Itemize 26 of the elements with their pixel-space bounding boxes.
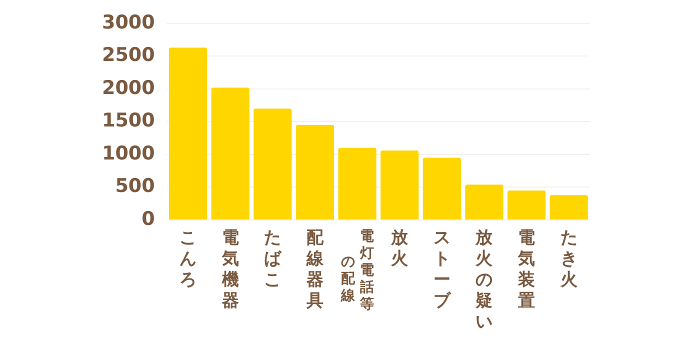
bar <box>254 108 292 220</box>
y-tick-label: 1500 <box>102 110 155 132</box>
bar <box>550 195 588 220</box>
bar <box>211 88 250 220</box>
bar <box>380 150 419 220</box>
x-tick-label: たき火 <box>560 228 578 290</box>
bar <box>422 158 461 220</box>
y-tick-label: 3000 <box>102 11 155 34</box>
x-tick-label: 電気機器 <box>220 228 239 311</box>
bar <box>507 190 546 220</box>
y-tick-label: 0 <box>142 208 155 230</box>
bar <box>296 124 334 220</box>
y-tick-label: 2000 <box>102 76 155 99</box>
bar <box>338 148 376 220</box>
x-tick-label: 放火 <box>390 228 410 269</box>
bar <box>168 48 208 220</box>
x-tick-label: 電気装置 <box>517 228 536 311</box>
y-tick-label: 2500 <box>102 44 155 66</box>
x-tick-label: 配線器具 <box>305 228 324 311</box>
x-tick-label: 放火の疑い <box>474 228 494 332</box>
x-tick-label: たばこ <box>264 228 282 290</box>
y-tick-label: 1000 <box>102 142 155 164</box>
x-tick-label: ストーブ <box>433 228 452 311</box>
y-tick-label: 500 <box>115 175 155 198</box>
bar <box>465 184 504 220</box>
x-tick-label: こんろ <box>180 228 197 290</box>
